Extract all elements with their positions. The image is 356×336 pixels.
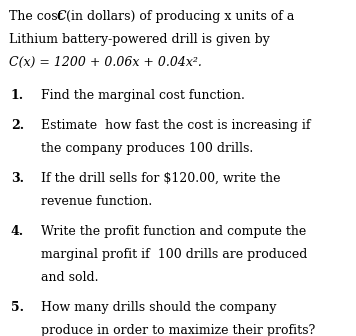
Text: (in dollars) of producing x units of a: (in dollars) of producing x units of a [62, 10, 294, 23]
Text: The cost: The cost [9, 10, 67, 23]
Text: 3.: 3. [11, 172, 24, 185]
Text: Write the profit function and compute the: Write the profit function and compute th… [41, 225, 306, 238]
Text: 1.: 1. [11, 89, 24, 102]
Text: If the drill sells for $120.00, write the: If the drill sells for $120.00, write th… [41, 172, 281, 185]
Text: and sold.: and sold. [41, 271, 99, 284]
Text: 2.: 2. [11, 119, 24, 132]
Text: C(x) = 1200 + 0.06x + 0.04x².: C(x) = 1200 + 0.06x + 0.04x². [9, 56, 202, 69]
Text: How many drills should the company: How many drills should the company [41, 301, 277, 314]
Text: 4.: 4. [11, 225, 24, 238]
Text: 5.: 5. [11, 301, 24, 314]
Text: Estimate  how fast the cost is increasing if: Estimate how fast the cost is increasing… [41, 119, 310, 132]
Text: C: C [56, 10, 66, 23]
Text: Find the marginal cost function.: Find the marginal cost function. [41, 89, 245, 102]
Text: produce in order to maximize their profits?: produce in order to maximize their profi… [41, 324, 315, 336]
Text: marginal profit if  100 drills are produced: marginal profit if 100 drills are produc… [41, 248, 307, 261]
Text: revenue function.: revenue function. [41, 195, 152, 208]
Text: the company produces 100 drills.: the company produces 100 drills. [41, 142, 253, 155]
Text: Lithium battery-powered drill is given by: Lithium battery-powered drill is given b… [9, 33, 270, 46]
